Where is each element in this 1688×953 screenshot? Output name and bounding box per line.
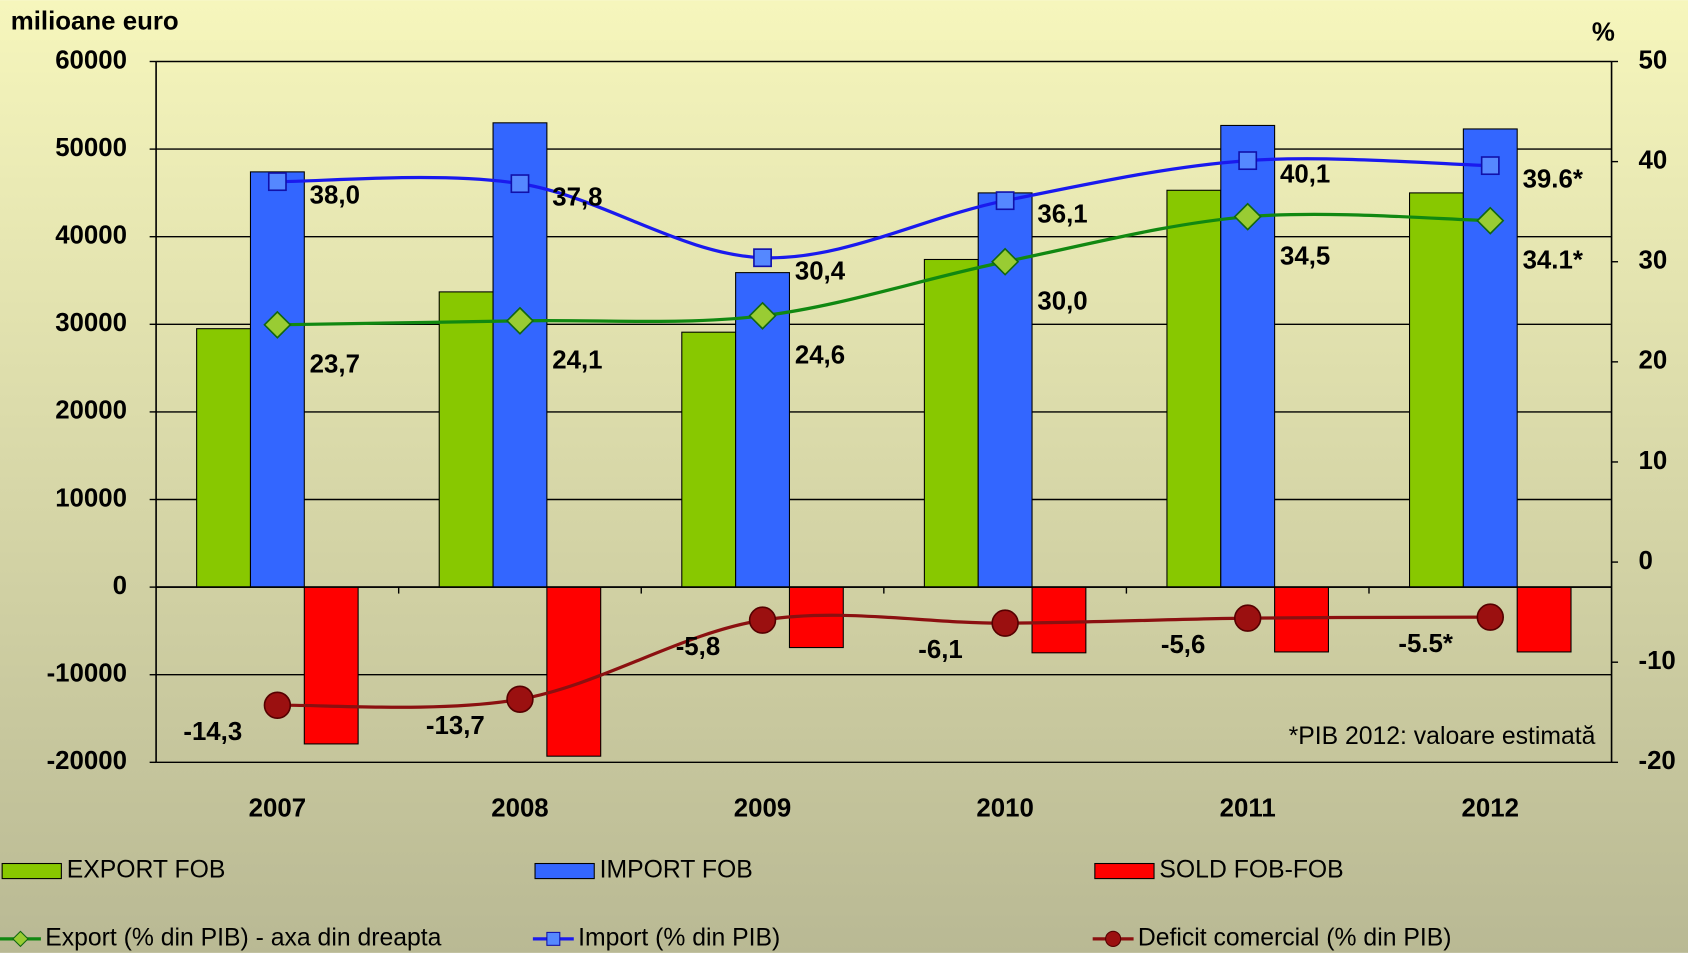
legend-marker bbox=[1105, 930, 1122, 947]
data-label: 39.6* bbox=[1523, 166, 1584, 194]
marker bbox=[1476, 206, 1505, 235]
data-label: 34.1* bbox=[1523, 246, 1584, 274]
data-label: -5.5* bbox=[1398, 630, 1454, 658]
line bbox=[277, 613, 1491, 709]
marker bbox=[991, 247, 1020, 276]
marker bbox=[1480, 156, 1500, 176]
y2-tick-label: 0 bbox=[1638, 547, 1652, 575]
legend-swatch bbox=[1094, 862, 1155, 880]
marker bbox=[1476, 603, 1505, 631]
y-tick-label: 40000 bbox=[55, 222, 127, 250]
y-tick-label: 60000 bbox=[55, 46, 127, 74]
bar bbox=[1516, 586, 1572, 653]
data-label: -5,6 bbox=[1161, 631, 1206, 659]
marker bbox=[267, 172, 287, 192]
y2-tick-label: 20 bbox=[1638, 347, 1667, 375]
x-tick-label: 2007 bbox=[249, 795, 306, 823]
marker bbox=[748, 301, 777, 330]
y-axis-title: milioane euro bbox=[11, 8, 179, 36]
marker bbox=[1233, 604, 1262, 632]
marker bbox=[510, 174, 530, 194]
y2-tick-label: 10 bbox=[1638, 447, 1667, 475]
data-label: 30,4 bbox=[795, 258, 846, 286]
bar bbox=[438, 291, 494, 588]
bar bbox=[303, 586, 359, 745]
data-label: 30,0 bbox=[1037, 287, 1087, 315]
line bbox=[277, 157, 1491, 260]
x-tick-label: 2009 bbox=[734, 795, 791, 823]
data-label: 36,1 bbox=[1037, 201, 1087, 229]
y2-tick-label: -20 bbox=[1638, 747, 1675, 775]
bar bbox=[1220, 124, 1276, 588]
bar bbox=[249, 171, 305, 588]
bar bbox=[923, 258, 979, 588]
x-tick-label: 2008 bbox=[491, 795, 548, 823]
y2-tick-label: -10 bbox=[1638, 647, 1675, 675]
bar bbox=[1462, 128, 1518, 588]
data-label: -5,8 bbox=[676, 633, 721, 661]
y-tick-label: -20000 bbox=[47, 747, 127, 775]
y-tick-label: 30000 bbox=[55, 309, 127, 337]
y-tick-label: 10000 bbox=[55, 484, 127, 512]
marker bbox=[506, 685, 534, 713]
data-label: 37,8 bbox=[552, 184, 602, 212]
data-label: 40,1 bbox=[1280, 161, 1330, 189]
note: *PIB 2012: valoare estimată bbox=[1289, 723, 1596, 750]
legend-swatch bbox=[534, 862, 595, 880]
y-tick-label: -10000 bbox=[47, 660, 127, 688]
bar bbox=[546, 586, 602, 757]
x-tick-label: 2012 bbox=[1462, 795, 1519, 823]
legend-label: IMPORT FOB bbox=[600, 857, 753, 884]
x-tick-label: 2010 bbox=[976, 795, 1033, 823]
y2-tick-label: 40 bbox=[1638, 146, 1667, 174]
bar bbox=[1166, 189, 1222, 588]
marker bbox=[263, 691, 292, 719]
data-label: 23,7 bbox=[310, 351, 360, 379]
data-label: -13,7 bbox=[426, 712, 485, 740]
y-tick-label: 20000 bbox=[55, 397, 127, 425]
y-tick-label: 0 bbox=[113, 572, 127, 600]
data-label: 24,1 bbox=[552, 347, 602, 375]
data-label: 34,5 bbox=[1280, 242, 1330, 270]
bar bbox=[1274, 586, 1329, 653]
marker bbox=[263, 310, 292, 339]
legend-label: Deficit comercial (% din PIB) bbox=[1138, 924, 1452, 951]
bar bbox=[492, 122, 548, 588]
marker bbox=[1233, 202, 1262, 231]
data-label: -14,3 bbox=[183, 718, 242, 746]
x-tick-label: 2011 bbox=[1220, 795, 1276, 823]
legend-label: Export (% din PIB) - axa din dreapta bbox=[45, 924, 441, 951]
legend-label: SOLD FOB-FOB bbox=[1159, 857, 1343, 884]
legend-swatch bbox=[1, 862, 62, 880]
bar bbox=[1031, 586, 1087, 654]
bar bbox=[681, 331, 737, 588]
y2-tick-label: 50 bbox=[1638, 46, 1667, 74]
y2-tick-label: 30 bbox=[1638, 247, 1667, 275]
line bbox=[277, 212, 1491, 327]
bar bbox=[196, 328, 252, 588]
data-label: 38,0 bbox=[310, 182, 360, 210]
marker bbox=[748, 606, 777, 634]
y-tick-label: 50000 bbox=[55, 134, 127, 162]
y2-axis-title: % bbox=[1592, 18, 1615, 46]
legend-label: EXPORT FOB bbox=[67, 857, 226, 884]
marker bbox=[753, 248, 772, 268]
bar bbox=[1408, 192, 1464, 588]
marker bbox=[991, 609, 1019, 637]
marker bbox=[1238, 151, 1258, 171]
marker bbox=[995, 191, 1015, 211]
marker bbox=[505, 306, 535, 335]
legend-marker bbox=[12, 930, 29, 948]
legend-label: Import (% din PIB) bbox=[578, 924, 780, 951]
data-label: -6,1 bbox=[918, 636, 963, 664]
legend-marker bbox=[546, 931, 561, 946]
data-label: 24,6 bbox=[795, 342, 845, 370]
